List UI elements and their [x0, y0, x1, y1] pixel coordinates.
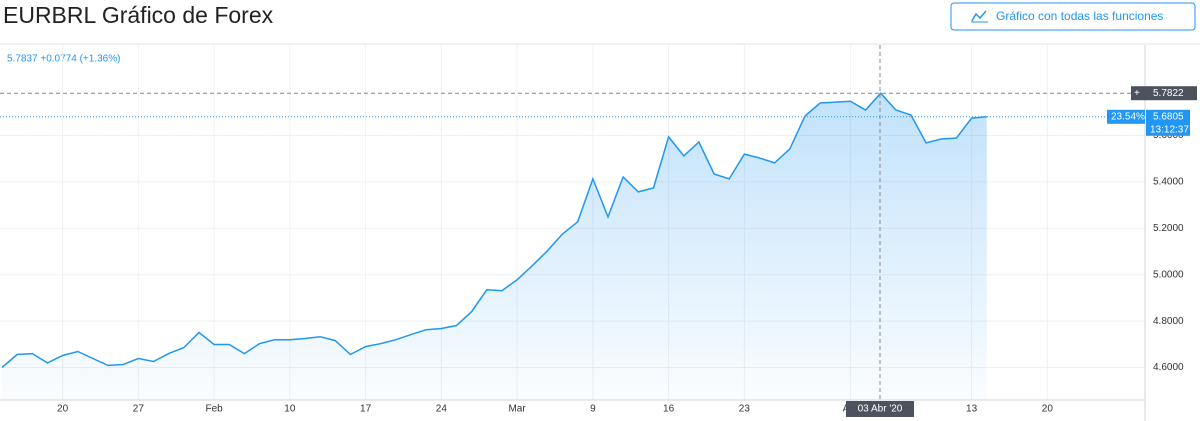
x-tick-label: 16 — [663, 404, 675, 415]
x-tick-label: 20 — [1042, 404, 1054, 415]
button-label[interactable]: Gráfico con todas las funciones — [996, 9, 1163, 23]
y-tick-label: 5.0000 — [1153, 269, 1184, 280]
x-tick-label: Feb — [205, 404, 223, 415]
chart-title: EURBRL Gráfico de Forex — [3, 2, 274, 28]
crosshair-value: 5.7822 — [1153, 88, 1184, 99]
button-icon — [971, 10, 987, 22]
x-tick-label: 23 — [739, 404, 751, 415]
area — [2, 93, 987, 401]
x-tick-label: 17 — [360, 404, 372, 415]
x-tick-label: 20 — [57, 404, 69, 415]
time-label: 13:12:37 — [1150, 124, 1189, 135]
x-tick-label: 13 — [966, 404, 978, 415]
x-tick-label: 27 — [133, 404, 145, 415]
y-tick-label: 5.2000 — [1153, 223, 1184, 234]
crosshair-date: 03 Abr '20 — [858, 404, 903, 415]
line — [1, 92, 987, 369]
button[interactable] — [950, 2, 1196, 31]
legend-text: 5.7837 +0.0774 (+1.36%) — [7, 54, 120, 65]
last-price-box — [1146, 109, 1190, 136]
x-tick-label: 24 — [436, 404, 448, 415]
crosshair-plus: + — [1134, 88, 1140, 99]
x-tick-label: Mar — [508, 404, 526, 415]
crosshair-date-box — [846, 401, 914, 417]
change-box — [1107, 109, 1145, 124]
y-tick-label: 4.6000 — [1153, 362, 1184, 373]
change-label: 23.54% — [1111, 111, 1145, 122]
x-tick-label: 10 — [284, 404, 296, 415]
y-tick-label: 5.4000 — [1153, 177, 1184, 188]
x-tick-label: 9 — [590, 404, 596, 415]
crosshair-value-box — [1131, 86, 1197, 101]
last-price-label: 5.6805 — [1153, 111, 1184, 122]
y-tick-label: 4.8000 — [1153, 316, 1184, 327]
